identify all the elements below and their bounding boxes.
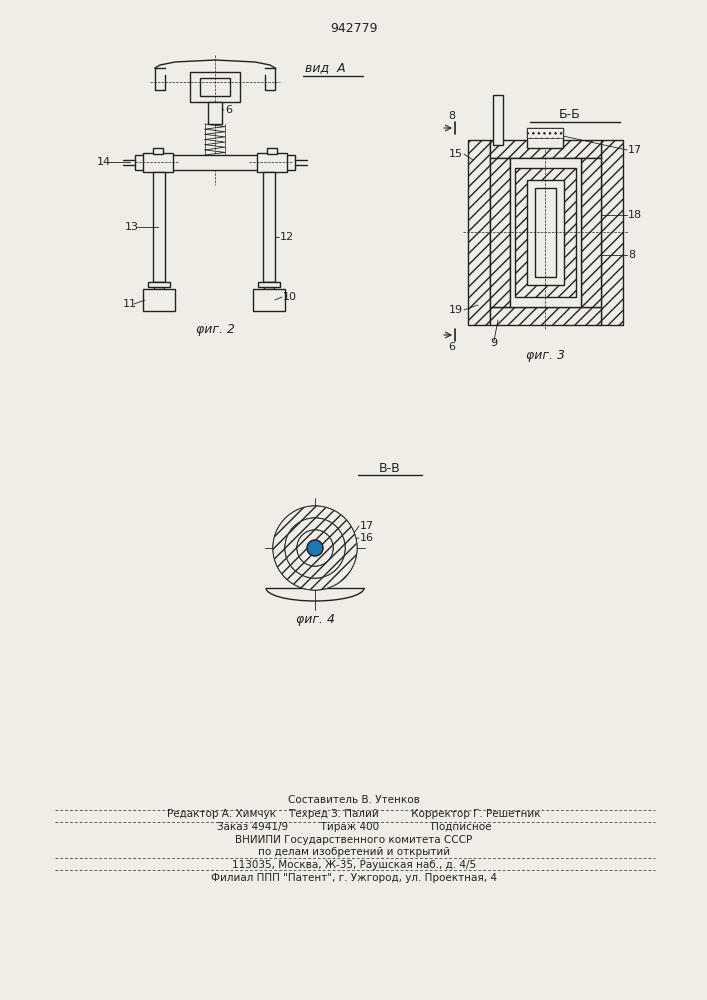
- Text: вид  A: вид A: [305, 62, 346, 75]
- Text: Редактор А. Химчук    Техред З. Палий          Корректор Г. Решетник: Редактор А. Химчук Техред З. Палий Корре…: [167, 809, 541, 819]
- Text: 17: 17: [360, 521, 374, 531]
- Text: Филиал ППП "Патент", г. Ужгород, ул. Проектная, 4: Филиал ППП "Патент", г. Ужгород, ул. Про…: [211, 873, 497, 883]
- Text: 18: 18: [628, 210, 642, 220]
- Bar: [154, 282, 164, 289]
- Circle shape: [273, 506, 357, 590]
- Text: 8: 8: [628, 250, 635, 260]
- Bar: [510, 158, 581, 307]
- Bar: [527, 180, 564, 285]
- Text: по делам изобретений и открытий: по делам изобретений и открытий: [258, 847, 450, 857]
- Wedge shape: [273, 506, 357, 590]
- Bar: [153, 148, 163, 154]
- Text: 113035, Москва, Ж-35, Раушская наб., д. 4/5: 113035, Москва, Ж-35, Раушская наб., д. …: [232, 860, 476, 870]
- Text: В-В: В-В: [379, 462, 401, 475]
- Bar: [490, 158, 510, 307]
- Bar: [581, 158, 601, 307]
- Bar: [468, 140, 490, 325]
- Bar: [468, 140, 490, 325]
- Text: ВНИИПИ Государственного комитета СССР: ВНИИПИ Государственного комитета СССР: [235, 835, 472, 845]
- Text: 6: 6: [448, 342, 455, 352]
- Bar: [601, 140, 623, 325]
- Bar: [253, 289, 285, 311]
- Text: Составитель В. Утенков: Составитель В. Утенков: [288, 795, 420, 805]
- Bar: [264, 282, 274, 289]
- Bar: [527, 128, 563, 138]
- Circle shape: [285, 518, 345, 578]
- Bar: [581, 158, 601, 307]
- Bar: [190, 72, 240, 102]
- Bar: [258, 282, 280, 287]
- Wedge shape: [285, 518, 345, 578]
- Bar: [200, 78, 230, 96]
- Text: φиг. 2: φиг. 2: [196, 322, 235, 336]
- Text: Заказ 4941/9          Тираж 400                Подписное: Заказ 4941/9 Тираж 400 Подписное: [217, 822, 491, 832]
- Bar: [257, 153, 287, 172]
- Text: 9: 9: [490, 338, 497, 348]
- Wedge shape: [297, 530, 333, 566]
- Bar: [490, 140, 601, 158]
- Circle shape: [307, 540, 323, 556]
- Bar: [208, 102, 222, 124]
- Text: 10: 10: [283, 292, 297, 302]
- Bar: [148, 282, 170, 287]
- Bar: [143, 153, 173, 172]
- Text: 19: 19: [449, 305, 463, 315]
- Bar: [143, 289, 175, 311]
- Bar: [135, 155, 295, 170]
- Text: 16: 16: [360, 533, 374, 543]
- Bar: [515, 168, 576, 297]
- Bar: [493, 95, 503, 145]
- Bar: [601, 140, 623, 325]
- Text: 14: 14: [97, 157, 111, 167]
- Text: 17: 17: [628, 145, 642, 155]
- Text: 15: 15: [449, 149, 463, 159]
- Bar: [490, 307, 601, 325]
- Text: 12: 12: [280, 232, 294, 242]
- Bar: [490, 140, 601, 158]
- Bar: [515, 168, 576, 297]
- Bar: [527, 128, 563, 148]
- Bar: [153, 172, 165, 282]
- Text: φиг. 3: φиг. 3: [525, 349, 564, 361]
- Text: 11: 11: [123, 299, 137, 309]
- Text: 13: 13: [125, 222, 139, 232]
- Bar: [263, 172, 275, 282]
- Bar: [535, 188, 556, 277]
- Text: φиг. 4: φиг. 4: [296, 613, 334, 626]
- Text: 6: 6: [225, 105, 232, 115]
- Bar: [267, 148, 277, 154]
- Text: 8: 8: [448, 111, 455, 121]
- Circle shape: [297, 530, 333, 566]
- Text: 942779: 942779: [330, 22, 378, 35]
- Text: Б-Б: Б-Б: [559, 108, 581, 121]
- Bar: [490, 307, 601, 325]
- Bar: [490, 158, 510, 307]
